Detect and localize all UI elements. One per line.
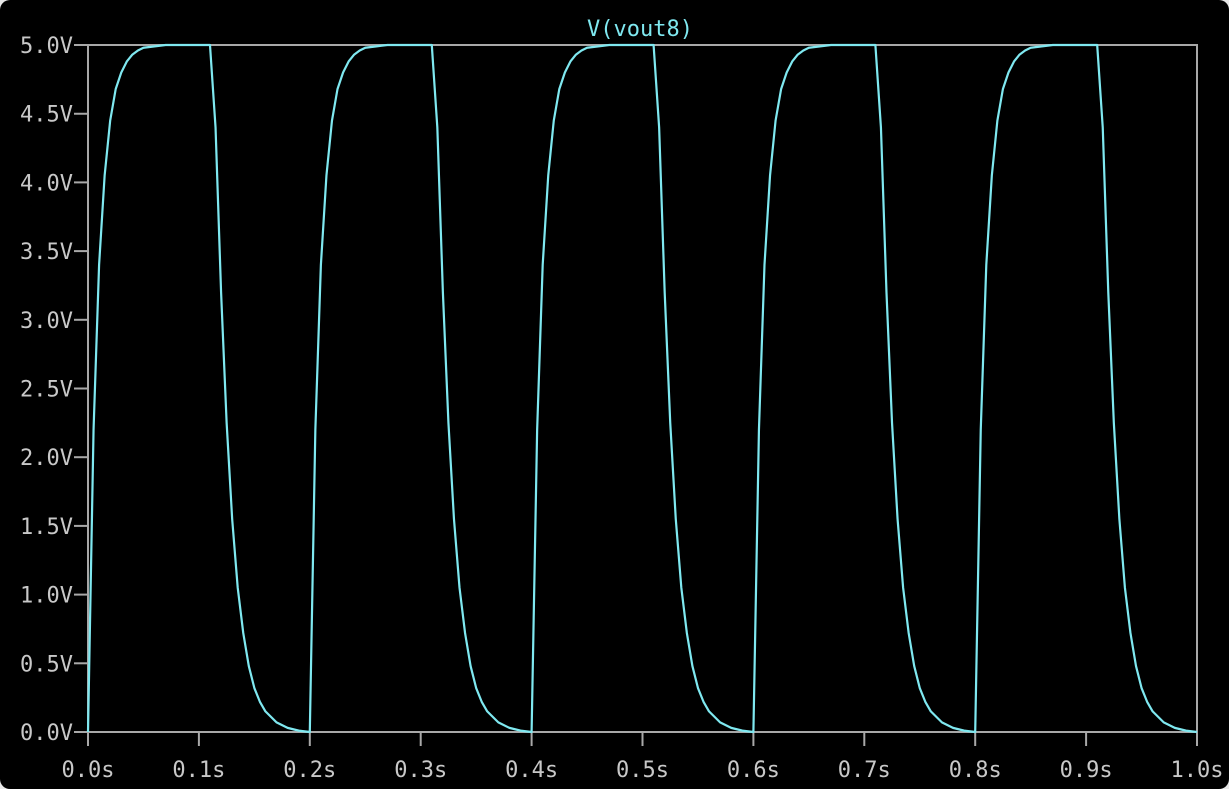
y-tick-label: 2.5V <box>20 378 73 403</box>
x-tick-label: 0.5s <box>616 758 669 783</box>
x-tick-label: 0.1s <box>172 758 225 783</box>
x-tick-label: 0.9s <box>1060 758 1113 783</box>
y-tick-label: 2.0V <box>20 446 73 471</box>
x-tick-label: 0.4s <box>505 758 558 783</box>
y-tick-label: 4.0V <box>20 171 73 196</box>
plot-area-frame <box>87 44 1198 733</box>
trace-title-v-vout8[interactable]: V(vout8) <box>587 17 693 42</box>
trace-line-v-vout8[interactable] <box>86 43 1198 734</box>
x-tick-label: 0.2s <box>283 758 336 783</box>
y-tick-label: 1.0V <box>20 584 73 609</box>
x-tick-label: 1.0s <box>1171 758 1224 783</box>
y-tick-label: 0.0V <box>20 721 73 746</box>
y-tick-label: 5.0V <box>20 34 73 59</box>
x-tick-label: 0.8s <box>949 758 1002 783</box>
x-tick-label: 0.7s <box>838 758 891 783</box>
y-tick-label: 3.5V <box>20 240 73 265</box>
x-axis: 0.0s 0.1s 0.2s 0.3s 0.4s 0.5s 0.6s 0.7s 0.8s 0.9s… <box>62 732 1224 783</box>
y-axis: 0.0V 0.5V 1.0V 1.5V 2.0V 2.5V 3.0V 3.5V 4.0V 4.5V… <box>20 34 88 746</box>
x-tick-label: 0.3s <box>394 758 447 783</box>
x-tick-label: 0.0s <box>62 758 115 783</box>
y-tick-label: 0.5V <box>20 652 73 677</box>
y-tick-label: 3.0V <box>20 309 73 334</box>
y-tick-label: 4.5V <box>20 103 73 128</box>
x-tick-label: 0.6s <box>727 758 780 783</box>
y-tick-label: 1.5V <box>20 515 73 540</box>
